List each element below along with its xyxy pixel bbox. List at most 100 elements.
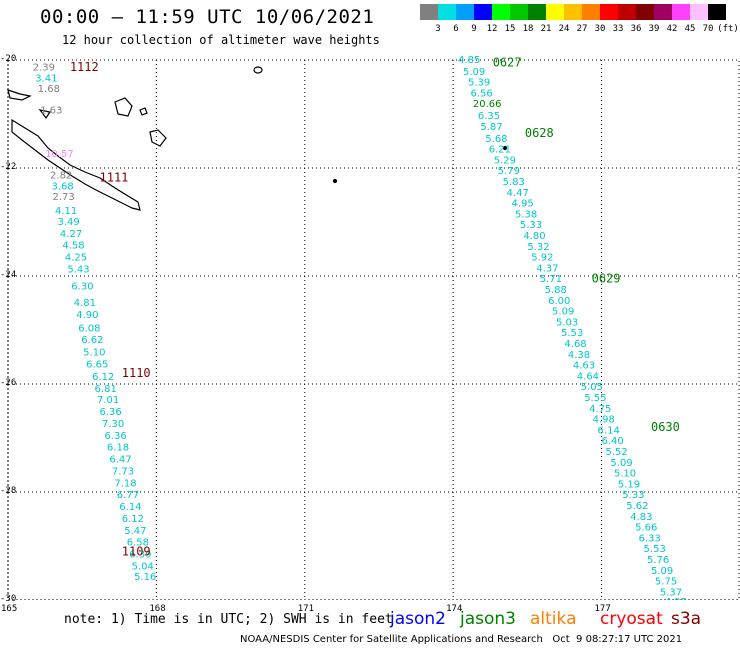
swh-value: 4.80	[523, 231, 545, 242]
swh-value: 4.75	[589, 404, 611, 415]
legend-label: 3	[435, 24, 441, 34]
swh-value: 5.83	[503, 177, 525, 188]
legend-label: 6	[453, 24, 459, 34]
satellite-legend-s3a: s3a	[671, 609, 702, 629]
swh-value: 4.81	[74, 298, 96, 309]
swh-value: 5.66	[635, 523, 657, 534]
swh-value: 6.58	[127, 538, 149, 549]
units-note: note: 1) Time is in UTC; 2) SWH is in fe…	[64, 612, 393, 627]
swh-value: 6.00	[548, 296, 570, 307]
map-title: 00:00 – 11:59 UTC 10/06/2021	[40, 6, 375, 28]
new-caledonia-outline	[11, 118, 141, 211]
swh-value: 4.63	[573, 361, 595, 372]
pass-time-label: 0630	[651, 420, 680, 434]
swh-value: 4.64	[577, 371, 599, 382]
hunter-island	[332, 178, 338, 184]
map-border	[7, 59, 740, 600]
swh-value: 5.10	[83, 348, 105, 359]
legend-swatch	[564, 4, 582, 20]
legend-swatch	[474, 4, 492, 20]
legend-swatch	[708, 4, 726, 20]
legend-swatch	[420, 4, 438, 20]
lat-tick-label: -20	[0, 54, 17, 64]
legend-swatch	[456, 4, 474, 20]
swh-value: 2.82	[50, 170, 72, 181]
pass-time-label: 0629	[592, 272, 621, 286]
legend-label: 36	[630, 24, 642, 34]
matthew-island	[253, 66, 263, 74]
pass-time-label: 0628	[525, 126, 554, 140]
swh-value: 4.58	[62, 241, 84, 252]
swh-value: 5.62	[626, 501, 648, 512]
swh-value: 5.33	[520, 220, 542, 231]
legend-swatch	[618, 4, 636, 20]
swh-value: 6.56	[470, 88, 492, 99]
swh-value: 5.53	[561, 328, 583, 339]
legend-label: 30	[594, 24, 606, 34]
legend-swatch	[672, 4, 690, 20]
swh-value: 4.25	[65, 253, 87, 264]
legend-swatch	[528, 4, 546, 20]
swh-value: 4.11	[55, 206, 77, 217]
track-jason3: 4.855.095.396.5620.666.355.875.686.215.2…	[458, 55, 687, 600]
swh-value: 5.53	[644, 544, 666, 555]
altimeter-map: 2.393.411.68 1.63 10.57 2.823.682.73 4.113.4…	[7, 55, 740, 600]
swh-value: 5.09	[552, 307, 574, 318]
lon-tick-label: 171	[297, 604, 315, 614]
swh-value: 5.43	[67, 264, 89, 275]
legend-label: 70	[702, 24, 714, 34]
swh-value: 6.40	[602, 436, 624, 447]
swh-value: 6.12	[92, 372, 114, 383]
swh-value: 5.68	[485, 134, 507, 145]
swh-value: 6.33	[639, 533, 661, 544]
swh-value: 5.19	[618, 479, 640, 490]
swh-value: 5.87	[480, 122, 502, 133]
swh-value: 5.09	[463, 67, 485, 78]
graticule	[7, 59, 740, 600]
swh-value: 7.01	[97, 395, 119, 406]
swh-value: 5.39	[468, 78, 490, 89]
swh-value: 6.08	[78, 323, 100, 334]
lat-tick-label: -26	[0, 378, 17, 388]
legend-label: 15	[504, 24, 516, 34]
swh-value: 6.36	[104, 431, 126, 442]
legend-label: 42	[666, 24, 678, 34]
swh-value: 4.95	[665, 597, 687, 600]
swh-value: 5.76	[647, 555, 669, 566]
swh-value: 5.29	[494, 155, 516, 166]
swh-value: 5.92	[531, 253, 553, 264]
map-frame	[8, 60, 740, 600]
legend-label: 24	[558, 24, 570, 34]
swh-value: 2.39	[33, 62, 55, 73]
legend-label: 27	[576, 24, 588, 34]
swh-value: 7.73	[112, 466, 134, 477]
lon-tick-label: 165	[1, 604, 18, 614]
swh-value: 5.03	[556, 317, 578, 328]
legend-swatch	[636, 4, 654, 20]
lon-tick-label: 177	[594, 604, 611, 614]
swh-value: 6.39	[129, 550, 151, 561]
lon-tick-label: 168	[149, 604, 166, 614]
swh-value: 5.38	[515, 209, 537, 220]
swh-value: 4.95	[511, 199, 533, 210]
legend-label: 33	[612, 24, 624, 34]
swh-value: 6.35	[478, 111, 500, 122]
lon-tick-label: 174	[446, 604, 463, 614]
swh-value: 5.32	[527, 242, 549, 253]
lat-tick-label: -28	[0, 486, 17, 496]
legend-swatch	[492, 4, 510, 20]
swh-value: 5.71	[540, 274, 562, 285]
swh-value: 6.12	[122, 514, 144, 525]
swh-value: 4.37	[536, 263, 558, 274]
swh-value: 5.88	[545, 285, 567, 296]
swh-value: 5.52	[605, 447, 627, 458]
swh-value: 5.10	[614, 469, 636, 480]
legend-label: 9	[471, 24, 477, 34]
swh-value: 4.38	[568, 350, 590, 361]
satellite-legend-jason3: jason3	[460, 609, 516, 629]
loyalty-islands	[114, 97, 167, 147]
swh-value: 5.47	[124, 526, 146, 537]
legend-swatch	[600, 4, 618, 20]
satellite-legend-altika: altika	[530, 609, 577, 629]
swh-value: 4.98	[593, 415, 615, 426]
